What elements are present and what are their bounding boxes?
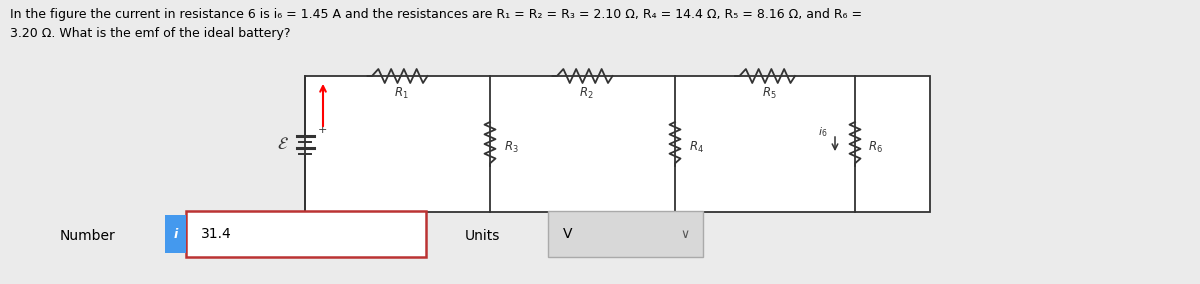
Text: $R_3$: $R_3$ xyxy=(504,139,518,154)
Text: V: V xyxy=(563,227,572,241)
Text: $R_2$: $R_2$ xyxy=(580,86,594,101)
Text: 3.20 Ω. What is the emf of the ideal battery?: 3.20 Ω. What is the emf of the ideal bat… xyxy=(10,27,290,40)
Text: Units: Units xyxy=(466,229,500,243)
Text: Number: Number xyxy=(60,229,115,243)
Text: $i_6$: $i_6$ xyxy=(817,125,827,139)
Text: i: i xyxy=(173,227,178,241)
FancyBboxPatch shape xyxy=(548,211,703,257)
FancyBboxPatch shape xyxy=(186,211,426,257)
Text: $R_6$: $R_6$ xyxy=(868,139,883,154)
Text: ∨: ∨ xyxy=(680,227,690,241)
Text: $R_4$: $R_4$ xyxy=(689,139,704,154)
Text: $+$: $+$ xyxy=(317,124,328,135)
Text: 31.4: 31.4 xyxy=(200,227,232,241)
Text: $\mathcal{E}$: $\mathcal{E}$ xyxy=(277,135,289,153)
Text: $R_1$: $R_1$ xyxy=(394,86,409,101)
FancyBboxPatch shape xyxy=(305,76,930,212)
FancyBboxPatch shape xyxy=(166,215,186,253)
Text: In the figure the current in resistance 6 is i₆ = 1.45 A and the resistances are: In the figure the current in resistance … xyxy=(10,8,862,21)
Text: $R_5$: $R_5$ xyxy=(762,86,776,101)
